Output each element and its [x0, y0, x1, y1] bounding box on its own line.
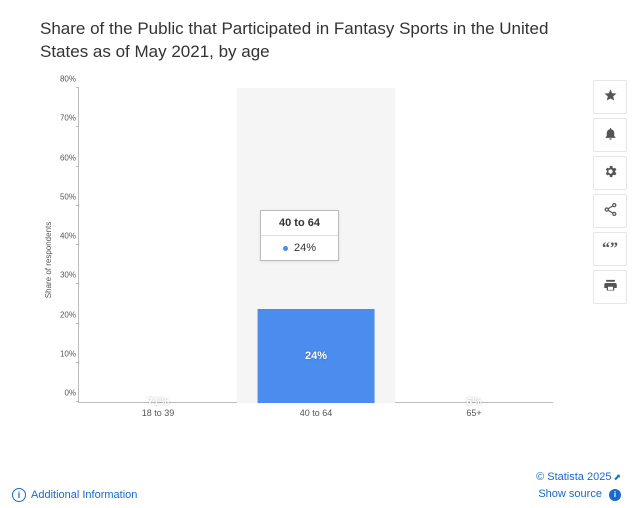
y-tick-label: 0%: [54, 389, 76, 398]
star-icon: [603, 88, 618, 106]
copyright-text: © Statista 2025: [536, 471, 611, 483]
y-tick-mark: [76, 323, 79, 324]
y-tick-mark: [76, 244, 79, 245]
additional-info-link[interactable]: i Additional Information: [12, 488, 137, 502]
y-tick-mark: [76, 401, 79, 402]
x-tick-label: 40 to 64: [237, 408, 395, 418]
share-button[interactable]: [593, 194, 627, 228]
show-source-link[interactable]: Show source i: [536, 486, 621, 503]
y-tick-label: 60%: [54, 153, 76, 162]
tooltip-category: 40 to 64: [261, 211, 338, 236]
additional-info-label: Additional Information: [31, 489, 137, 501]
print-button[interactable]: [593, 270, 627, 304]
y-tick-mark: [76, 283, 79, 284]
y-tick-label: 50%: [54, 192, 76, 201]
y-tick-label: 40%: [54, 232, 76, 241]
bar-value-label: 24%: [305, 350, 327, 362]
gear-icon: [603, 164, 618, 182]
tooltip-body: 24%: [261, 236, 338, 260]
tooltip-dot-icon: [283, 246, 288, 251]
bar: 24%: [258, 309, 375, 404]
bar-value-label: 71%: [147, 396, 169, 408]
cite-button[interactable]: “”: [593, 232, 627, 266]
copyright-link[interactable]: © Statista 2025⬈: [536, 469, 621, 486]
print-icon: [603, 278, 618, 296]
x-tick-label: 65+: [395, 408, 553, 418]
tooltip-value: 24%: [294, 242, 316, 254]
y-tick-mark: [76, 126, 79, 127]
y-tick-label: 20%: [54, 310, 76, 319]
bar-value-label: 6%: [466, 396, 482, 408]
settings-button[interactable]: [593, 156, 627, 190]
notify-button[interactable]: [593, 118, 627, 152]
quote-icon: “”: [602, 240, 618, 258]
bell-icon: [603, 126, 618, 144]
chart-title: Share of the Public that Participated in…: [0, 0, 633, 74]
info-icon: i: [12, 488, 26, 502]
side-toolbar: “”: [593, 80, 627, 308]
y-tick-label: 30%: [54, 271, 76, 280]
y-tick-mark: [76, 166, 79, 167]
y-tick-mark: [76, 362, 79, 363]
favorite-button[interactable]: [593, 80, 627, 114]
info-icon: i: [609, 489, 621, 501]
y-tick-label: 80%: [54, 75, 76, 84]
y-tick-mark: [76, 87, 79, 88]
y-tick-label: 10%: [54, 349, 76, 358]
y-tick-mark: [76, 205, 79, 206]
share-icon: [603, 202, 618, 220]
footer: i Additional Information © Statista 2025…: [12, 469, 621, 502]
chart-area: Share of respondents 71% 24% 6% 0% 10% 20% 30…: [40, 80, 570, 440]
y-tick-label: 70%: [54, 114, 76, 123]
tooltip: 40 to 64 24%: [260, 210, 339, 261]
external-icon: ⬈: [613, 472, 621, 482]
x-tick-label: 18 to 39: [79, 408, 237, 418]
y-axis-label: Share of respondents: [44, 222, 53, 299]
chart-container: Share of the Public that Participated in…: [0, 0, 633, 508]
show-source-label: Show source: [538, 488, 602, 500]
footer-right: © Statista 2025⬈ Show source i: [536, 469, 621, 502]
